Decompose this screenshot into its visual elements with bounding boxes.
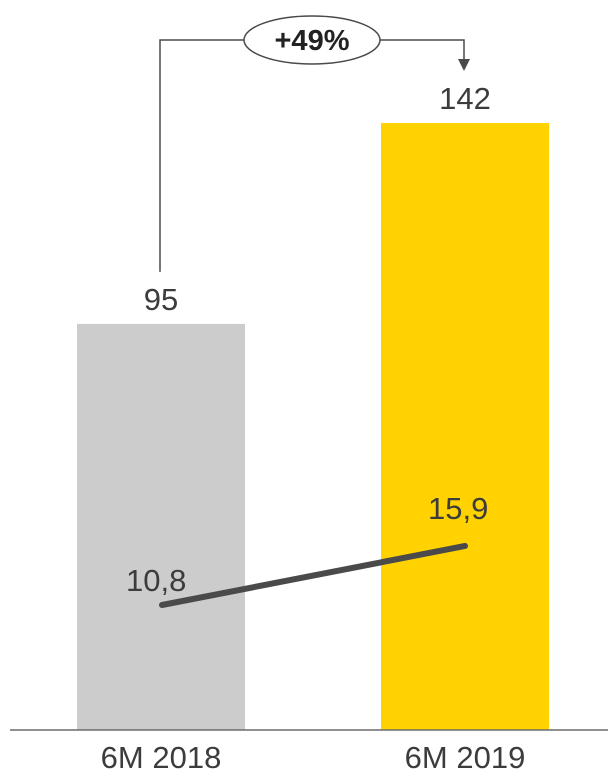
bar-value-label: 95 [144,282,178,317]
growth-badge-ellipse [243,15,381,65]
labels-group: 95 6M 2018 142 6M 2019 10,8 15,9 [101,81,526,775]
line-point-label: 10,8 [126,563,186,598]
growth-arrow-group: +49% [159,15,470,272]
category-tick-label: 6M 2018 [101,740,222,775]
line-point-label: 15,9 [428,491,488,526]
growth-arrow-head [458,59,470,71]
bars-group [77,123,549,730]
bar-6m-2019 [381,123,549,730]
growth-label: +49% [275,25,350,57]
line-series-group [159,542,468,608]
category-tick-label: 6M 2019 [405,740,526,775]
bar-value-label: 142 [439,81,491,116]
bar-6m-2018 [77,323,245,730]
line-series-segment [159,542,468,608]
